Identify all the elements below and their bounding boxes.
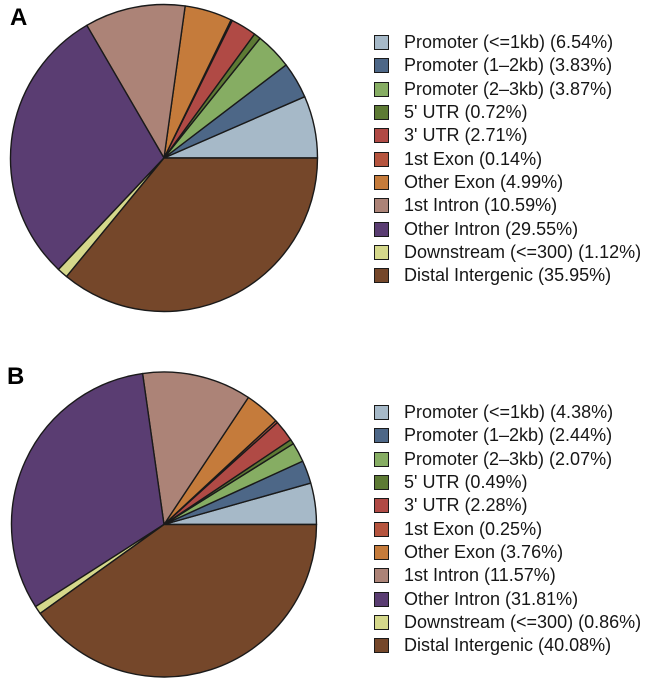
- legend-swatch: [374, 451, 389, 467]
- legend-swatch: [374, 128, 389, 144]
- legend-item-promoter-2-3kb: Promoter (2–3kb) (3.87%): [374, 78, 641, 101]
- legend-item-1st-exon: 1st Exon (0.14%): [374, 147, 641, 170]
- legend-item-5-utr: 5' UTR (0.72%): [374, 101, 641, 124]
- panel-label-b: B: [7, 363, 25, 390]
- legend-swatch: [374, 174, 389, 190]
- legend-item-3-utr: 3' UTR (2.28%): [374, 494, 641, 517]
- legend-label: Other Exon (3.76%): [404, 541, 564, 562]
- legend-label: 3' UTR (2.28%): [404, 495, 528, 516]
- legend-label: Distal Intergenic (40.08%): [404, 635, 612, 656]
- legend-label: Promoter (<=1kb) (6.54%): [404, 32, 614, 53]
- pie-chart-a: [9, 3, 319, 313]
- legend-item-1st-intron: 1st Intron (11.57%): [374, 564, 641, 587]
- legend-swatch: [374, 428, 389, 444]
- legend-item-1st-intron: 1st Intron (10.59%): [374, 194, 641, 217]
- legend-item-5-utr: 5' UTR (0.49%): [374, 471, 641, 494]
- legend-swatch: [374, 35, 389, 51]
- legend-label: Other Intron (31.81%): [404, 588, 579, 609]
- pie-slice-1st-intron: [141, 371, 250, 526]
- legend-label: Distal Intergenic (35.95%): [404, 265, 612, 286]
- legend-item-other-exon: Other Exon (3.76%): [374, 541, 641, 564]
- legend-label: Promoter (1–2kb) (3.83%): [404, 55, 613, 76]
- pie-slice-other-intron: [9, 24, 165, 271]
- legend-label: Other Exon (4.99%): [404, 171, 564, 192]
- legend-item-promoter-1kb: Promoter (<=1kb) (4.38%): [374, 401, 641, 424]
- legend-label: 1st Exon (0.14%): [404, 148, 543, 169]
- legend-item-distal-intergenic: Distal Intergenic (40.08%): [374, 634, 641, 657]
- legend-swatch: [374, 544, 389, 560]
- panel-label-a: A: [10, 4, 28, 31]
- legend-swatch: [374, 475, 389, 491]
- legend-label: Promoter (<=1kb) (4.38%): [404, 402, 614, 423]
- legend-swatch: [374, 568, 389, 584]
- legend-swatch: [374, 405, 389, 421]
- legend-item-other-intron: Other Intron (31.81%): [374, 587, 641, 610]
- legend-label: Promoter (2–3kb) (3.87%): [404, 78, 613, 99]
- legend-item-downstream-300: Downstream (<=300) (0.86%): [374, 611, 641, 634]
- legend-swatch: [374, 244, 389, 260]
- legend-swatch: [374, 268, 389, 284]
- legend-label: 1st Exon (0.25%): [404, 518, 543, 539]
- legend-label: 1st Intron (10.59%): [404, 195, 558, 216]
- pie-chart-b: [10, 371, 318, 678]
- legend-swatch: [374, 58, 389, 74]
- pie-slice-distal-intergenic: [39, 523, 318, 678]
- legend-swatch: [374, 521, 389, 537]
- legend-swatch: [374, 498, 389, 514]
- pie-slice-1st-intron: [86, 3, 186, 159]
- legend-item-downstream-300: Downstream (<=300) (1.12%): [374, 241, 641, 264]
- legend-item-other-intron: Other Intron (29.55%): [374, 217, 641, 240]
- legend-panel-a: Promoter (<=1kb) (6.54%) Promoter (1–2kb)…: [374, 31, 641, 287]
- legend-label: 5' UTR (0.72%): [404, 102, 528, 123]
- legend-label: 3' UTR (2.71%): [404, 125, 528, 146]
- legend-swatch: [374, 614, 389, 630]
- legend-item-promoter-1-2kb: Promoter (1–2kb) (3.83%): [374, 54, 641, 77]
- legend-item-other-exon: Other Exon (4.99%): [374, 171, 641, 194]
- legend-label: Downstream (<=300) (1.12%): [404, 241, 642, 262]
- legend-swatch: [374, 221, 389, 237]
- pie-slice-distal-intergenic: [65, 157, 319, 313]
- legend-swatch: [374, 81, 389, 97]
- legend-swatch: [374, 198, 389, 214]
- legend-label: Other Intron (29.55%): [404, 218, 579, 239]
- legend-label: Downstream (<=300) (0.86%): [404, 611, 642, 632]
- legend-item-3-utr: 3' UTR (2.71%): [374, 124, 641, 147]
- legend-swatch: [374, 591, 389, 607]
- legend-item-promoter-2-3kb: Promoter (2–3kb) (2.07%): [374, 448, 641, 471]
- legend-label: Promoter (1–2kb) (2.44%): [404, 425, 613, 446]
- legend-label: Promoter (2–3kb) (2.07%): [404, 448, 613, 469]
- legend-item-promoter-1-2kb: Promoter (1–2kb) (2.44%): [374, 424, 641, 447]
- legend-item-promoter-1kb: Promoter (<=1kb) (6.54%): [374, 31, 641, 54]
- legend-item-distal-intergenic: Distal Intergenic (35.95%): [374, 264, 641, 287]
- legend-item-1st-exon: 1st Exon (0.25%): [374, 517, 641, 540]
- legend-swatch: [374, 105, 389, 121]
- legend-label: 1st Intron (11.57%): [404, 565, 556, 586]
- legend-panel-b: Promoter (<=1kb) (4.38%) Promoter (1–2kb)…: [374, 401, 641, 657]
- legend-swatch: [374, 151, 389, 167]
- legend-label: 5' UTR (0.49%): [404, 472, 528, 493]
- legend-swatch: [374, 638, 389, 654]
